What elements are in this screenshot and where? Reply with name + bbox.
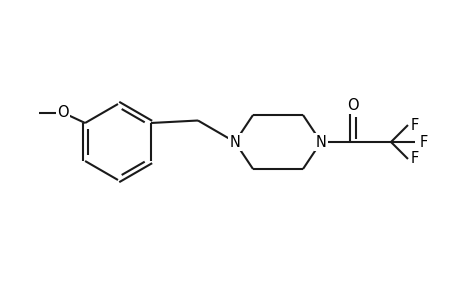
- Text: O: O: [347, 98, 358, 112]
- Text: F: F: [419, 134, 427, 149]
- Text: N: N: [315, 134, 326, 149]
- Text: F: F: [410, 118, 418, 133]
- Text: O: O: [57, 105, 69, 120]
- Text: N: N: [229, 134, 240, 149]
- Text: F: F: [410, 152, 418, 166]
